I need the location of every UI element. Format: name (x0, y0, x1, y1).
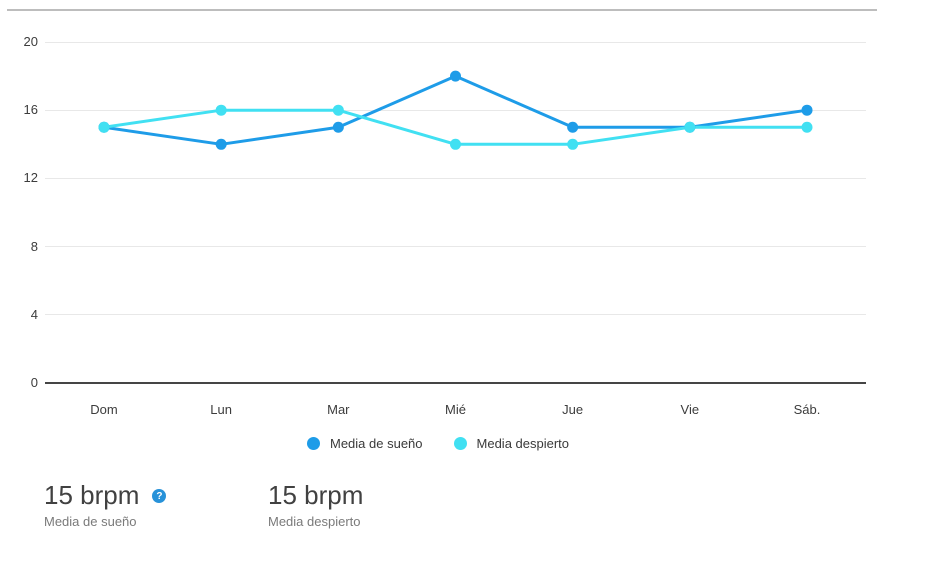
sleep-average-label: Media de sueño (44, 514, 137, 529)
data-point[interactable] (215, 104, 227, 116)
legend-label: Media de sueño (330, 436, 423, 451)
data-point[interactable] (684, 121, 696, 133)
y-axis-tick-label: 12 (23, 170, 38, 186)
x-axis-tick-label: Vie (680, 402, 700, 417)
y-axis-tick-label: 8 (30, 238, 38, 254)
sleep-average-value-row: 15 brpm ? (44, 480, 167, 510)
gridline (45, 41, 866, 43)
data-point[interactable] (98, 121, 110, 133)
data-point[interactable] (801, 104, 813, 116)
series-line (103, 74, 808, 146)
data-point[interactable] (801, 121, 813, 133)
x-axis-baseline (45, 382, 866, 384)
x-axis-tick-label: Lun (210, 402, 232, 417)
info-icon[interactable]: ? (152, 489, 167, 503)
x-axis-tick-label: Mié (445, 402, 466, 417)
gridline (45, 177, 866, 179)
chart-legend: Media de sueño Media despierto (307, 436, 569, 451)
x-axis-tick-label: Mar (327, 402, 350, 417)
sleep-average-value: 15 brpm (44, 480, 140, 510)
x-axis-tick-label: Sáb. (793, 402, 821, 417)
legend-item: Media despierto (453, 436, 570, 451)
gridline (45, 314, 866, 316)
x-axis-tick-label: Dom (90, 402, 118, 417)
awake-average-value-row: 15 brpm (268, 482, 363, 508)
data-point[interactable] (332, 104, 344, 116)
legend-label: Media despierto (476, 436, 570, 451)
breathing-rate-line-chart (98, 70, 813, 150)
y-axis-tick-label: 20 (23, 34, 38, 49)
y-axis-tick-label: 0 (30, 375, 38, 390)
data-point[interactable] (567, 121, 579, 133)
x-axis-tick-label: Jue (562, 402, 584, 417)
awake-average-label: Media despierto (268, 514, 361, 529)
data-point[interactable] (215, 138, 227, 150)
data-point[interactable] (332, 121, 344, 133)
data-point[interactable] (450, 70, 462, 82)
legend-dot-icon (307, 437, 320, 450)
gridline (45, 246, 866, 248)
top-divider (7, 9, 877, 11)
awake-average-card: 15 brpm Media despierto (268, 482, 363, 529)
sleep-average-card: 15 brpm ? Media de sueño (44, 480, 167, 529)
legend-item: Media de sueño (307, 436, 423, 451)
data-point[interactable] (567, 138, 579, 150)
awake-average-value: 15 brpm (268, 480, 364, 510)
y-axis-tick-label: 4 (30, 306, 38, 322)
data-point[interactable] (450, 138, 462, 150)
legend-dot-icon (453, 437, 467, 450)
y-axis-tick-label: 16 (23, 102, 38, 118)
gridline (45, 109, 866, 111)
